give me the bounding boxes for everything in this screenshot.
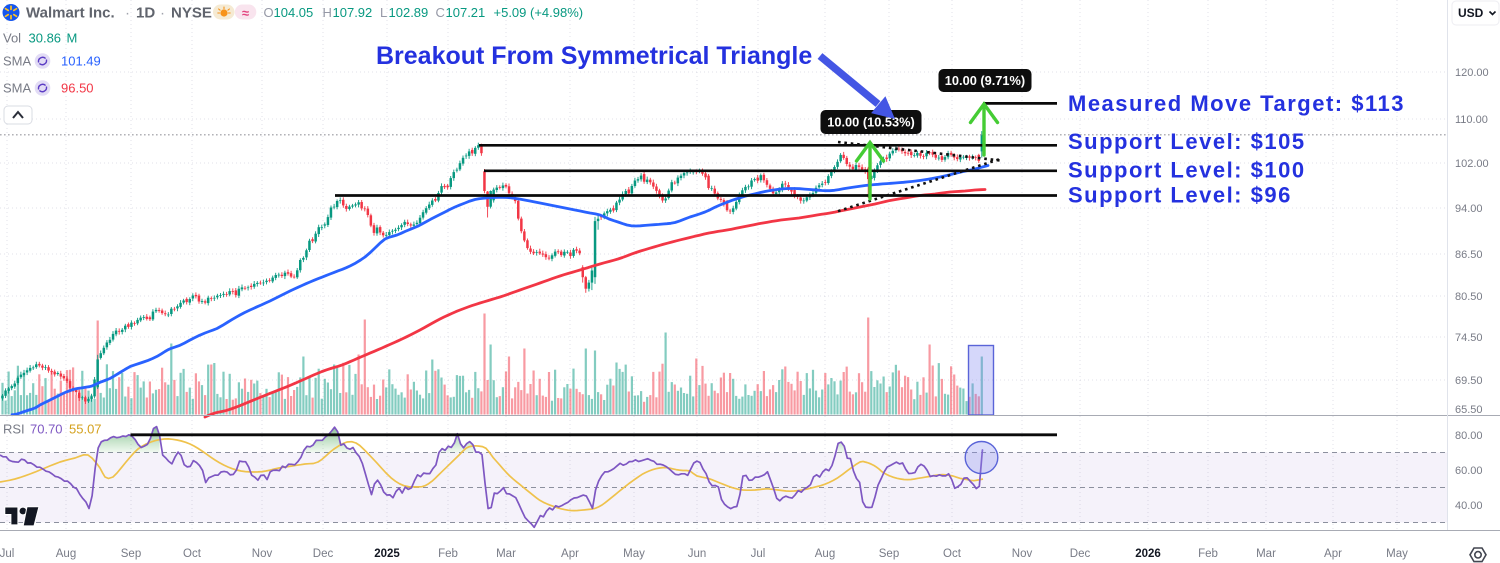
- svg-text:86.50: 86.50: [1455, 249, 1483, 261]
- svg-text:Measured Move Target: $113: Measured Move Target: $113: [1068, 91, 1405, 116]
- svg-text:RSI: RSI: [3, 422, 25, 437]
- svg-text:Oct: Oct: [943, 548, 962, 560]
- svg-text:+5.09 (+4.98%): +5.09 (+4.98%): [494, 5, 584, 20]
- svg-text:Mar: Mar: [496, 548, 516, 560]
- svg-text:Walmart Inc.: Walmart Inc.: [26, 5, 115, 22]
- svg-text:May: May: [623, 548, 645, 560]
- svg-text:Vol: Vol: [3, 31, 21, 46]
- svg-text:Feb: Feb: [1198, 548, 1218, 560]
- svg-text:2026: 2026: [1135, 548, 1161, 560]
- svg-text:102.89: 102.89: [389, 5, 429, 20]
- svg-text:110.00: 110.00: [1455, 114, 1488, 126]
- svg-text:Support Level: $96: Support Level: $96: [1068, 183, 1292, 208]
- svg-text:60.00: 60.00: [1455, 465, 1483, 477]
- svg-text:65.50: 65.50: [1455, 404, 1483, 416]
- svg-text:Jul: Jul: [0, 548, 14, 560]
- svg-text:Breakout From Symmetrical Tria: Breakout From Symmetrical Triangle: [376, 42, 812, 70]
- svg-text:107.92: 107.92: [333, 5, 373, 20]
- svg-text:Oct: Oct: [183, 548, 202, 560]
- svg-text:Aug: Aug: [815, 548, 835, 560]
- svg-text:·: ·: [125, 5, 130, 22]
- svg-text:101.49: 101.49: [61, 54, 101, 69]
- svg-text:30.86: 30.86: [29, 31, 62, 46]
- svg-text:Nov: Nov: [1012, 548, 1033, 560]
- svg-text:Apr: Apr: [561, 548, 579, 560]
- svg-text:Sep: Sep: [879, 548, 899, 560]
- svg-text:Jul: Jul: [751, 548, 766, 560]
- svg-text:2025: 2025: [374, 548, 400, 560]
- svg-text:102.00: 102.00: [1455, 158, 1489, 170]
- svg-text:69.50: 69.50: [1455, 375, 1483, 387]
- svg-text:·: ·: [160, 5, 165, 22]
- svg-text:Apr: Apr: [1324, 548, 1342, 560]
- svg-text:40.00: 40.00: [1455, 500, 1483, 512]
- svg-text:94.00: 94.00: [1455, 203, 1483, 215]
- svg-text:O: O: [264, 5, 274, 20]
- svg-text:104.05: 104.05: [274, 5, 314, 20]
- svg-text:96.50: 96.50: [61, 81, 94, 96]
- svg-text:10.00 (9.71%): 10.00 (9.71%): [945, 73, 1025, 88]
- svg-text:55.07: 55.07: [69, 422, 102, 437]
- svg-text:Aug: Aug: [56, 548, 76, 560]
- svg-text:120.00: 120.00: [1455, 67, 1489, 79]
- svg-text:SMA: SMA: [3, 54, 32, 69]
- svg-text:Nov: Nov: [252, 548, 273, 560]
- svg-text:NYSE: NYSE: [171, 5, 212, 22]
- svg-text:May: May: [1386, 548, 1408, 560]
- svg-text:Mar: Mar: [1256, 548, 1276, 560]
- svg-text:Jun: Jun: [688, 548, 707, 560]
- svg-text:70.70: 70.70: [30, 422, 63, 437]
- svg-text:Support Level: $100: Support Level: $100: [1068, 158, 1306, 183]
- svg-text:107.21: 107.21: [446, 5, 486, 20]
- svg-text:SMA: SMA: [3, 81, 32, 96]
- svg-text:80.00: 80.00: [1455, 430, 1483, 442]
- svg-text:C: C: [436, 5, 445, 20]
- svg-text:Dec: Dec: [1070, 548, 1091, 560]
- svg-text:Support Level: $105: Support Level: $105: [1068, 129, 1306, 154]
- svg-text:≈: ≈: [242, 6, 249, 21]
- svg-text:74.50: 74.50: [1455, 332, 1483, 344]
- svg-text:M: M: [67, 31, 78, 46]
- svg-text:Feb: Feb: [438, 548, 458, 560]
- svg-text:USD: USD: [1458, 6, 1484, 20]
- svg-text:1D: 1D: [136, 5, 155, 22]
- svg-text:L: L: [380, 5, 387, 20]
- svg-text:H: H: [323, 5, 332, 20]
- svg-text:10.00 (10.53%): 10.00 (10.53%): [827, 115, 915, 130]
- svg-text:Dec: Dec: [313, 548, 334, 560]
- svg-text:Sep: Sep: [121, 548, 141, 560]
- svg-text:80.50: 80.50: [1455, 291, 1483, 303]
